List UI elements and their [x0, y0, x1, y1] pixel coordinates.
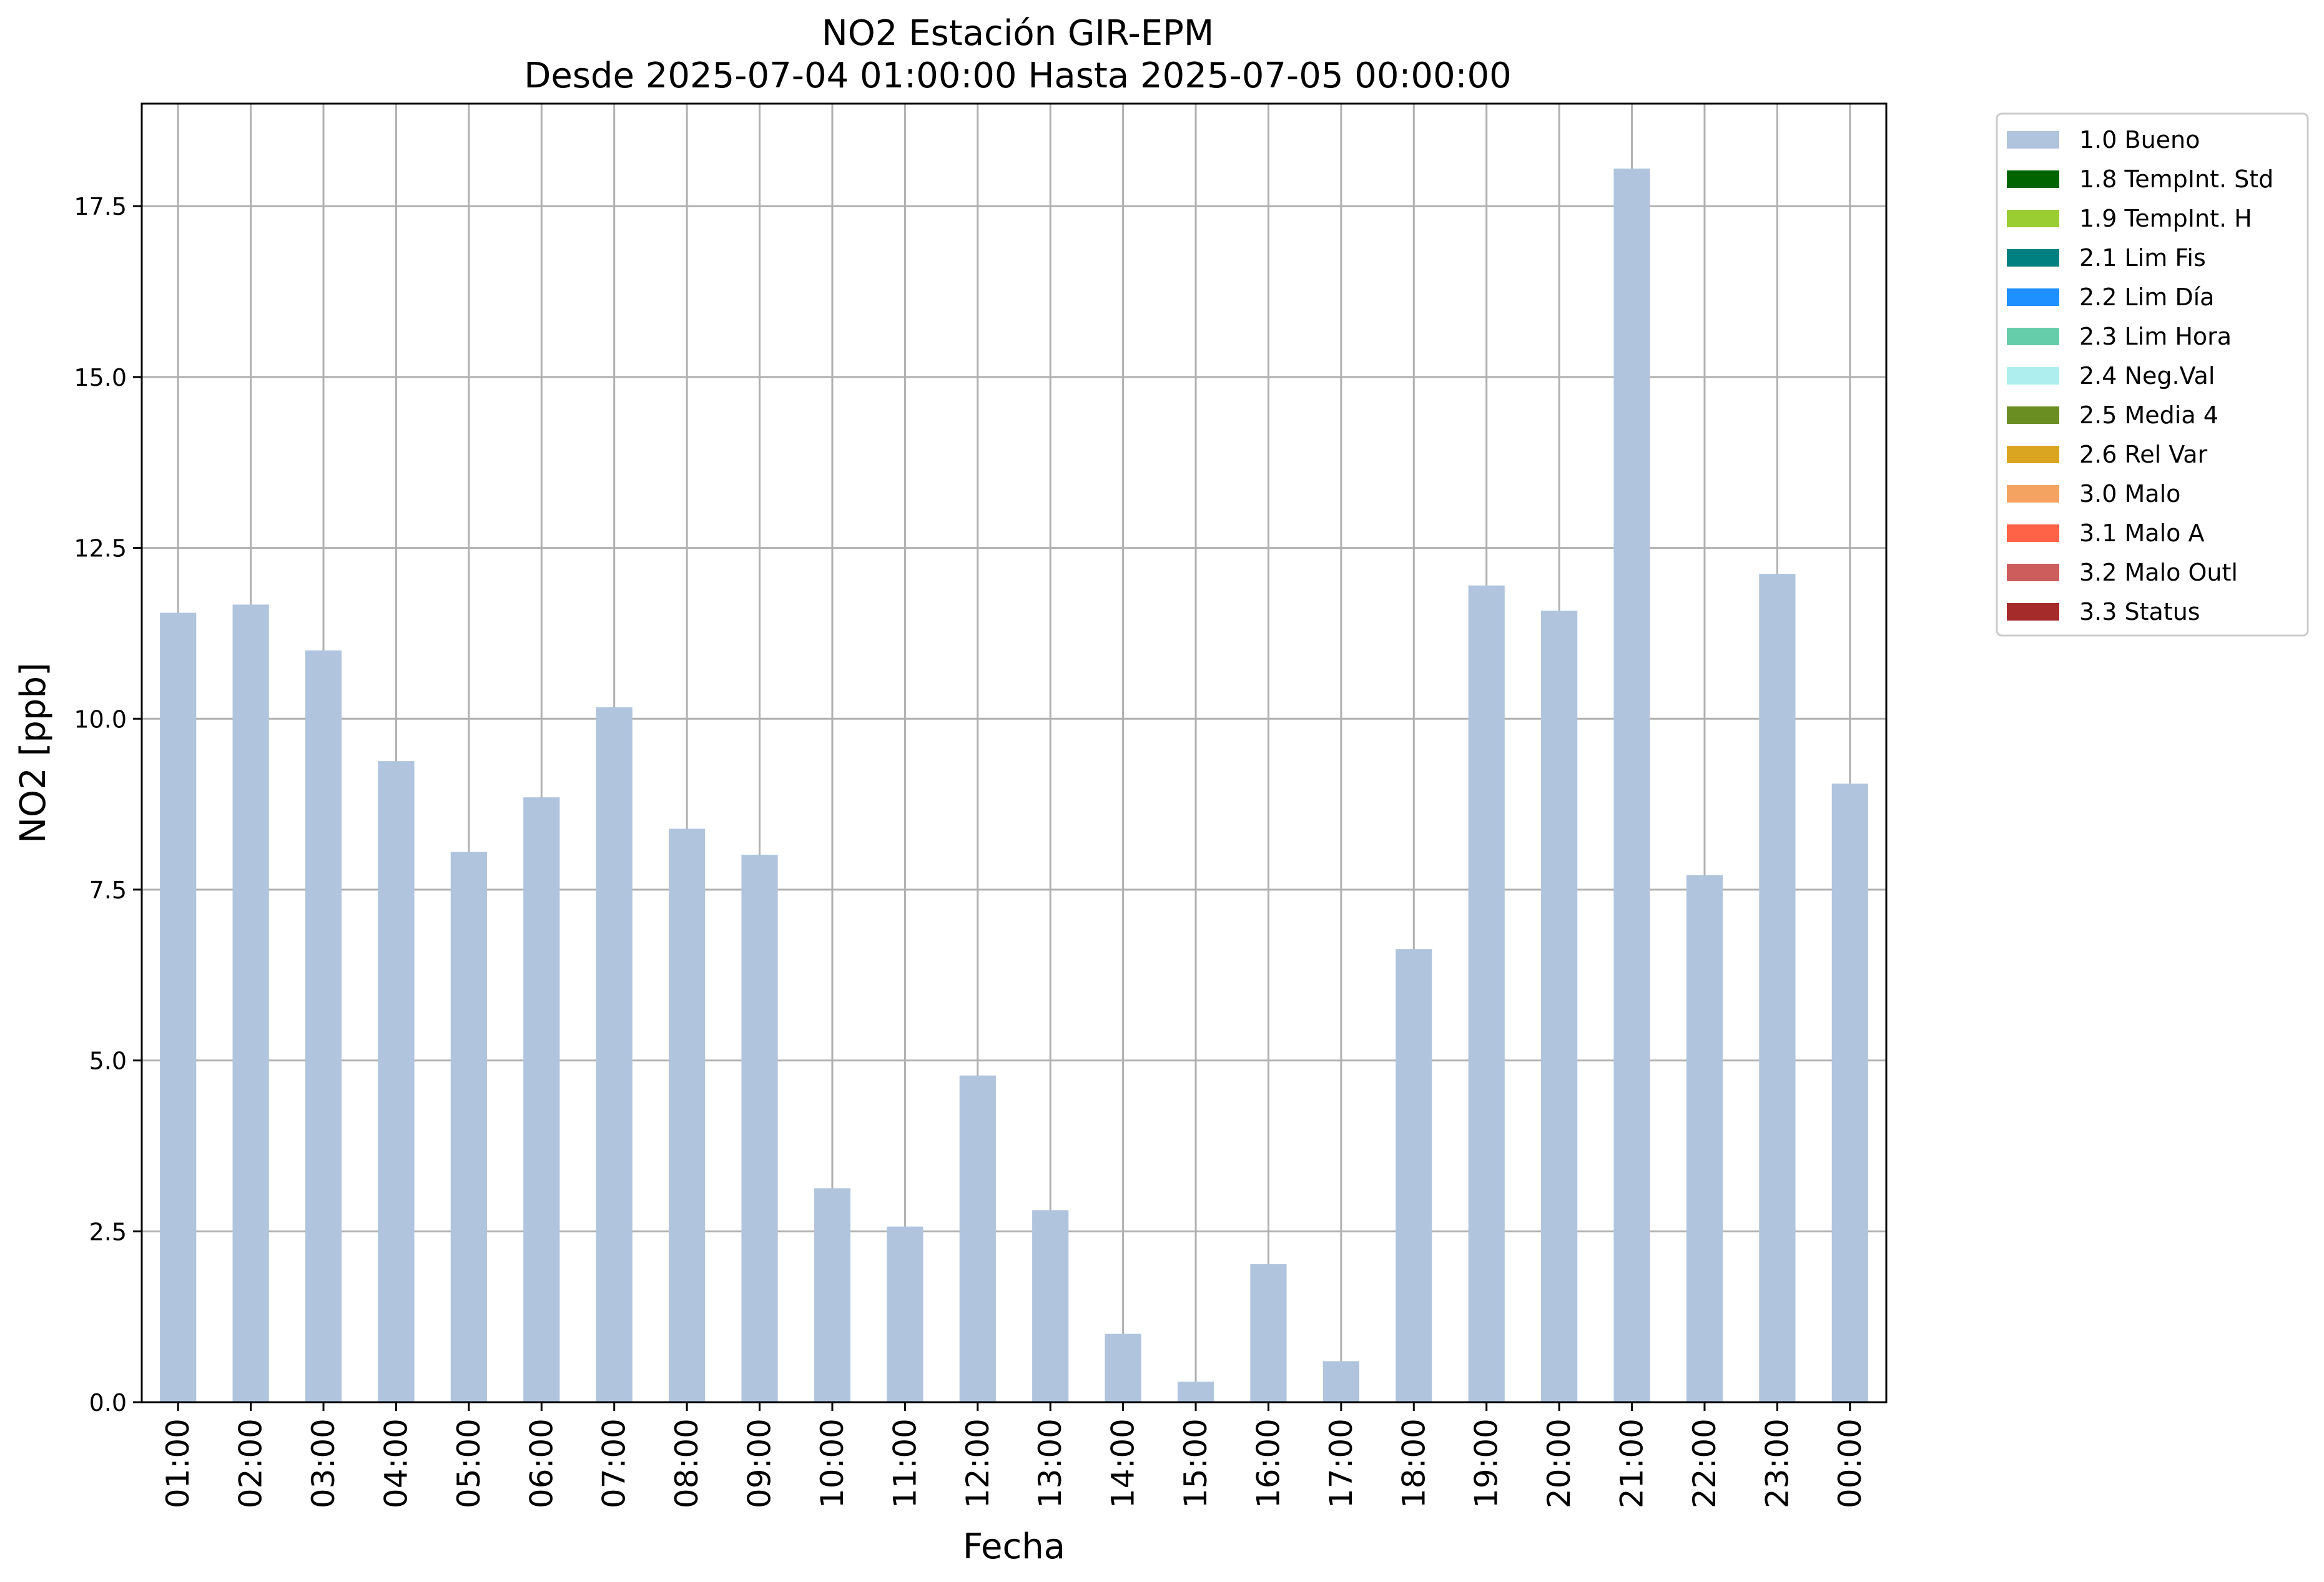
bar-05:00 — [450, 852, 487, 1402]
y-tick-label: 5.0 — [89, 1048, 127, 1075]
x-tick-label: 09:00 — [742, 1418, 778, 1508]
legend-swatch — [2007, 406, 2059, 424]
legend-swatch — [2007, 564, 2059, 581]
bar-21:00 — [1613, 169, 1650, 1402]
legend-label: 2.6 Rel Var — [2079, 441, 2208, 468]
bar-06:00 — [523, 797, 560, 1402]
x-tick-label: 06:00 — [523, 1418, 559, 1508]
x-tick-label: 07:00 — [596, 1418, 633, 1508]
x-tick-label: 05:00 — [451, 1418, 487, 1508]
x-tick-label: 04:00 — [378, 1418, 414, 1508]
legend-swatch — [2007, 328, 2059, 345]
legend-label: 1.0 Bueno — [2079, 126, 2200, 154]
legend-swatch — [2007, 485, 2059, 503]
x-tick-label: 11:00 — [887, 1418, 923, 1508]
bar-04:00 — [378, 761, 415, 1402]
x-tick-label: 23:00 — [1759, 1418, 1795, 1508]
x-tick-label: 13:00 — [1032, 1418, 1068, 1508]
y-tick-label: 7.5 — [89, 877, 127, 904]
legend-label: 2.5 Media 4 — [2079, 401, 2218, 429]
bar-03:00 — [305, 650, 342, 1402]
bar-11:00 — [887, 1226, 923, 1402]
chart-title: NO2 Estación GIR-EPM — [822, 13, 1214, 54]
x-tick-label: 22:00 — [1686, 1418, 1723, 1508]
legend-swatch — [2007, 603, 2059, 621]
legend-swatch — [2007, 210, 2059, 227]
bar-10:00 — [814, 1188, 851, 1402]
x-tick-label: 18:00 — [1396, 1418, 1432, 1508]
bar-00:00 — [1831, 784, 1868, 1402]
legend-swatch — [2007, 524, 2059, 542]
legend-frame — [1996, 112, 2309, 637]
bar-08:00 — [669, 828, 706, 1402]
legend-swatch — [2007, 131, 2059, 149]
y-tick-label: 15.0 — [74, 364, 127, 391]
x-tick-label: 03:00 — [305, 1418, 342, 1508]
x-tick-label: 00:00 — [1832, 1418, 1868, 1508]
y-tick-label: 10.0 — [74, 705, 127, 733]
y-axis-label: NO2 [ppb] — [13, 662, 54, 843]
x-tick-label: 21:00 — [1614, 1418, 1650, 1508]
bar-14:00 — [1105, 1334, 1141, 1402]
y-axis: 0.0 2.5 5.0 7.5 10.0 12.5 15.0 17.5 — [74, 193, 142, 1417]
plot-frame — [140, 102, 1888, 1403]
x-tick-label: 17:00 — [1323, 1418, 1359, 1508]
bar-09:00 — [741, 855, 778, 1402]
legend-swatch — [2007, 249, 2059, 267]
legend-label: 2.4 Neg.Val — [2079, 362, 2215, 390]
x-tick-label: 02:00 — [233, 1418, 269, 1508]
y-tick-label: 0.0 — [89, 1389, 127, 1417]
bar-13:00 — [1032, 1210, 1069, 1402]
legend-label: 2.1 Lim Fis — [2079, 244, 2206, 272]
x-tick-label: 20:00 — [1541, 1418, 1577, 1508]
legend: 1.0 Bueno 1.8 TempInt. Std 1.9 TempInt. H 2… — [1996, 112, 2309, 637]
bar-01:00 — [160, 612, 197, 1403]
x-tick-label: 19:00 — [1469, 1418, 1505, 1508]
bar-23:00 — [1759, 574, 1796, 1402]
x-tick-label: 10:00 — [814, 1418, 850, 1508]
legend-label: 2.2 Lim Día — [2079, 283, 2214, 311]
legend-swatch — [2007, 170, 2059, 188]
bars — [160, 169, 1868, 1403]
x-axis: 01:00 02:00 03:00 04:00 05:00 06:00 07:00 08:00… — [160, 1402, 1868, 1508]
legend-swatch — [2007, 446, 2059, 463]
bar-07:00 — [596, 707, 633, 1402]
legend-label: 2.3 Lim Hora — [2079, 323, 2232, 350]
legend-label: 3.2 Malo Outl — [2079, 559, 2238, 586]
y-tick-label: 17.5 — [74, 193, 127, 220]
y-tick-label: 2.5 — [89, 1218, 127, 1245]
bar-19:00 — [1468, 585, 1505, 1402]
legend-label: 3.3 Status — [2079, 598, 2200, 626]
legend-label: 1.9 TempInt. H — [2079, 205, 2252, 232]
x-tick-label: 14:00 — [1105, 1418, 1141, 1508]
bar-22:00 — [1686, 875, 1723, 1402]
legend-label: 3.1 Malo A — [2079, 519, 2204, 547]
bar-17:00 — [1322, 1361, 1359, 1402]
legend-swatch — [2007, 288, 2059, 306]
bar-16:00 — [1250, 1264, 1287, 1402]
x-tick-label: 01:00 — [160, 1418, 196, 1508]
y-tick-label: 12.5 — [74, 535, 127, 563]
bar-12:00 — [959, 1075, 996, 1402]
legend-label: 1.8 TempInt. Std — [2079, 165, 2273, 193]
x-tick-label: 12:00 — [960, 1418, 996, 1508]
x-axis-label: Fecha — [963, 1526, 1065, 1567]
bar-15:00 — [1177, 1382, 1214, 1402]
legend-swatch — [2007, 367, 2059, 385]
chart-subtitle: Desde 2025-07-04 01:00:00 Hasta 2025-07-… — [524, 56, 1512, 96]
bar-18:00 — [1396, 949, 1432, 1402]
bar-02:00 — [232, 604, 269, 1402]
x-tick-label: 16:00 — [1250, 1418, 1286, 1508]
bar-20:00 — [1541, 611, 1578, 1403]
x-tick-label: 08:00 — [669, 1418, 705, 1508]
x-tick-label: 15:00 — [1178, 1418, 1214, 1508]
legend-label: 3.0 Malo — [2079, 480, 2180, 508]
